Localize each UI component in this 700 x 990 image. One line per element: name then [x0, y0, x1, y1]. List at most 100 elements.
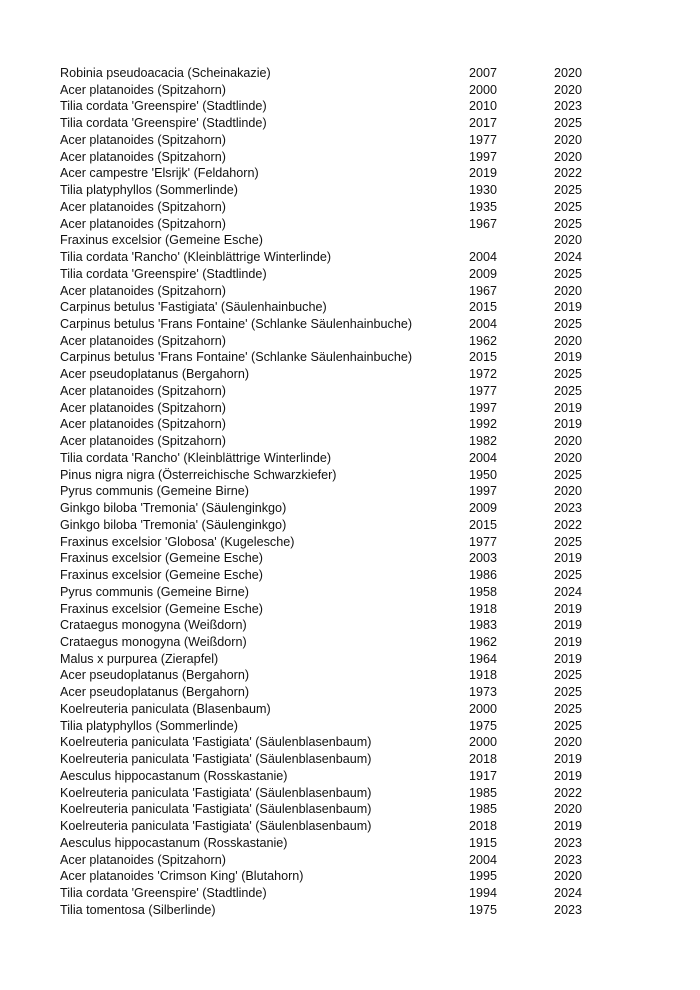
- table-row: Acer platanoides (Spitzahorn) 2000 2020: [60, 82, 600, 99]
- tree-name-cell: Acer platanoides (Spitzahorn): [60, 400, 226, 415]
- year2-cell: 2019: [553, 350, 582, 365]
- table-row: Aesculus hippocastanum (Rosskastanie) 191…: [60, 835, 600, 852]
- year1-cell: 2000: [468, 701, 497, 716]
- table-row: Pinus nigra nigra (Österreichische Schwa…: [60, 467, 600, 484]
- year1-cell: 2009: [468, 266, 497, 281]
- year1-cell: 1975: [468, 718, 497, 733]
- table-row: Koelreuteria paniculata (Blasenbaum) 2000…: [60, 701, 600, 718]
- tree-name-cell: Carpinus betulus 'Frans Fontaine' (Schla…: [60, 317, 413, 332]
- year2-cell: 2019: [553, 601, 582, 616]
- year2-cell: 2023: [553, 501, 582, 516]
- tree-name-cell: Robinia pseudoacacia (Scheinakazie): [60, 66, 271, 80]
- year1-cell: 2009: [468, 501, 497, 516]
- tree-name-cell: Fraxinus excelsior (Gemeine Esche): [60, 568, 263, 583]
- year2-cell: 2019: [553, 768, 582, 783]
- tree-name-cell: Pyrus communis (Gemeine Birne): [60, 484, 249, 499]
- year2-cell: 2019: [553, 300, 582, 315]
- table-row: Acer pseudoplatanus (Bergahorn) 1972 2025: [60, 366, 600, 383]
- year2-cell: 2022: [553, 517, 582, 532]
- year2-cell: 2020: [553, 82, 582, 97]
- year1-cell: 1972: [468, 367, 497, 382]
- tree-name-cell: Tilia platyphyllos (Sommerlinde): [60, 718, 239, 733]
- year2-cell: 2025: [553, 701, 582, 716]
- table-row: Crataegus monogyna (Weißdorn) 1983 2019: [60, 617, 600, 634]
- year2-cell: 2020: [553, 149, 582, 164]
- year1-cell: 1977: [468, 132, 497, 147]
- year1-cell: 1983: [468, 618, 497, 633]
- tree-name-cell: Ginkgo biloba 'Tremonia' (Säulenginkgo): [60, 501, 287, 516]
- table-row: Carpinus betulus 'Fastigiata' (Säulenhai…: [60, 299, 600, 316]
- year2-cell: 2024: [553, 250, 582, 265]
- tree-name-cell: Acer platanoides (Spitzahorn): [60, 82, 226, 97]
- year2-cell: 2020: [553, 233, 582, 248]
- table-row: Tilia platyphyllos (Sommerlinde) 1975 2025: [60, 718, 600, 735]
- tree-name-cell: Tilia cordata 'Rancho' (Kleinblättrige W…: [60, 450, 332, 465]
- tree-name-cell: Acer platanoides (Spitzahorn): [60, 852, 226, 867]
- year1-cell: 1994: [468, 885, 497, 900]
- year2-cell: 2019: [553, 618, 582, 633]
- tree-name-cell: Acer platanoides (Spitzahorn): [60, 132, 226, 147]
- year1-cell: 1917: [468, 768, 497, 783]
- year2-cell: 2020: [553, 735, 582, 750]
- tree-name-cell: Pinus nigra nigra (Österreichische Schwa…: [60, 467, 337, 482]
- year2-cell: 2020: [553, 66, 582, 80]
- tree-name-cell: Ginkgo biloba 'Tremonia' (Säulenginkgo): [60, 517, 287, 532]
- year2-cell: 2025: [553, 266, 582, 281]
- year2-cell: 2024: [553, 885, 582, 900]
- table-row: Pyrus communis (Gemeine Birne) 1958 2024: [60, 584, 600, 601]
- table-row: Crataegus monogyna (Weißdorn) 1962 2019: [60, 634, 600, 651]
- tree-name-cell: Acer platanoides (Spitzahorn): [60, 216, 226, 231]
- year2-cell: 2020: [553, 434, 582, 449]
- table-row: Ginkgo biloba 'Tremonia' (Säulenginkgo) 2…: [60, 500, 600, 517]
- table-row: Acer platanoides (Spitzahorn) 1967 2025: [60, 216, 600, 233]
- year2-cell: 2022: [553, 785, 582, 800]
- year1-cell: 1958: [468, 584, 497, 599]
- tree-name-cell: Acer pseudoplatanus (Bergahorn): [60, 367, 250, 382]
- tree-name-cell: Koelreuteria paniculata 'Fastigiata' (Sä…: [60, 802, 372, 817]
- year1-cell: 2004: [468, 852, 497, 867]
- year1-cell: 2015: [468, 350, 497, 365]
- year2-cell: 2019: [553, 634, 582, 649]
- year2-cell: 2025: [553, 568, 582, 583]
- table-row: Fraxinus excelsior 'Globosa' (Kugelesche…: [60, 534, 600, 551]
- tree-name-cell: Aesculus hippocastanum (Rosskastanie): [60, 835, 288, 850]
- tree-name-cell: Tilia cordata 'Greenspire' (Stadtlinde): [60, 266, 267, 281]
- year1-cell: 2000: [468, 82, 497, 97]
- year2-cell: 2019: [553, 819, 582, 834]
- year2-cell: 2025: [553, 718, 582, 733]
- tree-name-cell: Acer campestre 'Elsrijk' (Feldahorn): [60, 166, 259, 181]
- tree-name-cell: Tilia cordata 'Greenspire' (Stadtlinde): [60, 116, 267, 131]
- year2-cell: 2025: [553, 317, 582, 332]
- table-row: Acer platanoides (Spitzahorn) 1935 2025: [60, 199, 600, 216]
- tree-name-cell: Carpinus betulus 'Fastigiata' (Säulenhai…: [60, 300, 327, 315]
- year1-cell: 1918: [468, 668, 497, 683]
- tree-name-cell: Tilia tomentosa (Silberlinde): [60, 902, 216, 917]
- tree-name-cell: Tilia cordata 'Greenspire' (Stadtlinde): [60, 99, 267, 114]
- year2-cell: 2020: [553, 450, 582, 465]
- year2-cell: 2024: [553, 584, 582, 599]
- table-row: Koelreuteria paniculata 'Fastigiata' (Sä…: [60, 818, 600, 835]
- tree-name-cell: Koelreuteria paniculata (Blasenbaum): [60, 701, 271, 716]
- year2-cell: 2019: [553, 417, 582, 432]
- tree-name-cell: Acer platanoides (Spitzahorn): [60, 283, 226, 298]
- table-row: Acer pseudoplatanus (Bergahorn) 1918 2025: [60, 667, 600, 684]
- year1-cell: 1964: [468, 651, 497, 666]
- table-row: Acer platanoides (Spitzahorn) 1982 2020: [60, 433, 600, 450]
- tree-name-cell: Tilia platyphyllos (Sommerlinde): [60, 183, 239, 198]
- tree-name-cell: Carpinus betulus 'Frans Fontaine' (Schla…: [60, 350, 413, 365]
- table-row: Acer campestre 'Elsrijk' (Feldahorn) 2019…: [60, 165, 600, 182]
- table-row: Tilia tomentosa (Silberlinde) 1975 2023: [60, 902, 600, 919]
- tree-name-cell: Acer platanoides (Spitzahorn): [60, 149, 226, 164]
- table-row: Tilia cordata 'Greenspire' (Stadtlinde) 2…: [60, 98, 600, 115]
- year2-cell: 2019: [553, 752, 582, 767]
- table-row: Fraxinus excelsior (Gemeine Esche) 1918 20…: [60, 601, 600, 618]
- year2-cell: 2023: [553, 902, 582, 917]
- table-row: Tilia cordata 'Greenspire' (Stadtlinde) 2…: [60, 266, 600, 283]
- year1-cell: 2015: [468, 517, 497, 532]
- table-row: Robinia pseudoacacia (Scheinakazie) 2007 2…: [60, 65, 600, 82]
- tree-name-cell: Fraxinus excelsior (Gemeine Esche): [60, 551, 263, 566]
- tree-name-cell: Acer platanoides (Spitzahorn): [60, 383, 226, 398]
- table-row: Fraxinus excelsior (Gemeine Esche) 1986 20…: [60, 567, 600, 584]
- year1-cell: 1977: [468, 534, 497, 549]
- year1-cell: 1962: [468, 634, 497, 649]
